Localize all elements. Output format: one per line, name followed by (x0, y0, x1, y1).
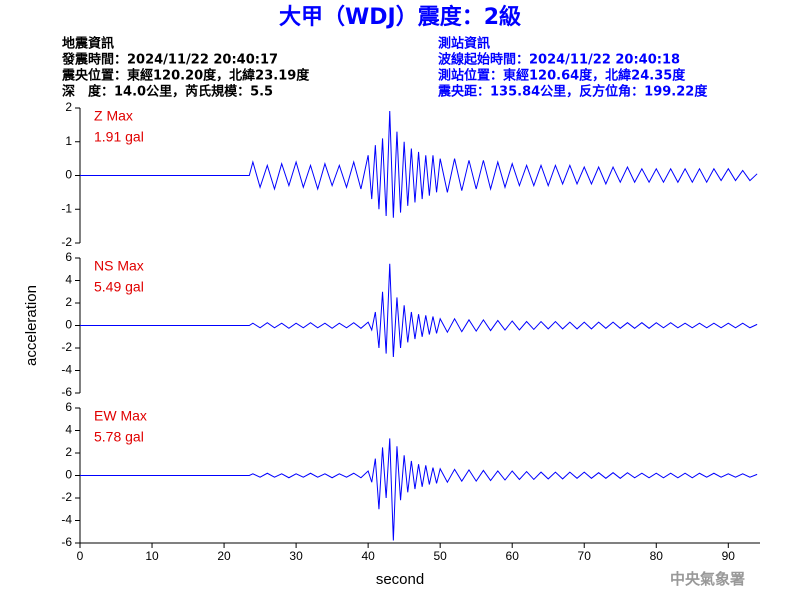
y-tick-label: 0 (65, 468, 72, 482)
x-tick-label: 10 (145, 549, 159, 563)
y-tick-label: -2 (61, 340, 72, 354)
info-line: 測站位置：東經120.64度，北緯24.35度 (438, 68, 686, 84)
x-tick-label: 40 (361, 549, 375, 563)
x-tick-label: 70 (578, 549, 592, 563)
info-line: 地震資訊 (62, 36, 114, 52)
y-tick-label: 2 (65, 100, 72, 114)
x-tick-label: 0 (77, 549, 84, 563)
y-tick-label: 4 (65, 273, 72, 287)
footer: 中央氣象署 (670, 570, 745, 588)
y-tick-label: -2 (61, 490, 72, 504)
x-tick-label: 90 (722, 549, 736, 563)
y-tick-label: 2 (65, 445, 72, 459)
y-tick-label: -2 (61, 235, 72, 249)
annotation: Z Max (94, 108, 133, 124)
x-tick-label: 80 (650, 549, 664, 563)
y-axis-label: acceleration (23, 285, 40, 366)
x-axis-label: second (376, 571, 424, 588)
x-tick-label: 60 (506, 549, 520, 563)
annotation: NS Max (94, 258, 144, 274)
x-tick-label: 30 (289, 549, 303, 563)
x-tick-label: 50 (433, 549, 447, 563)
y-tick-label: -4 (61, 513, 72, 527)
annotation: 1.91 gal (94, 129, 144, 145)
waveform (80, 111, 758, 218)
x-tick-label: 20 (217, 549, 231, 563)
info-line: 深 度：14.0公里，芮氏規模：5.5 (62, 84, 273, 100)
y-tick-label: 1 (65, 134, 72, 148)
info-line: 測站資訊 (438, 36, 490, 52)
info-line: 震央位置：東經120.20度，北緯23.19度 (61, 68, 310, 84)
y-tick-label: 6 (65, 250, 72, 264)
annotation: EW Max (94, 408, 147, 424)
y-tick-label: 0 (65, 318, 72, 332)
chart-title: 大甲（WDJ）震度：2級 (279, 4, 521, 30)
info-line: 震央距：135.84公里，反方位角：199.22度 (437, 84, 708, 100)
y-tick-label: 0 (65, 168, 72, 182)
waveform (80, 438, 758, 541)
y-tick-label: 2 (65, 295, 72, 309)
waveform (80, 263, 758, 358)
info-line: 發震時間：2024/11/22 20:40:17 (61, 52, 278, 68)
y-tick-label: 4 (65, 423, 72, 437)
y-tick-label: -6 (61, 535, 72, 549)
annotation: 5.78 gal (94, 429, 144, 445)
y-tick-label: -6 (61, 385, 72, 399)
y-tick-label: -4 (61, 363, 72, 377)
y-tick-label: -1 (61, 201, 72, 215)
y-tick-label: 6 (65, 400, 72, 414)
info-line: 波線起始時間：2024/11/22 20:40:18 (438, 52, 680, 68)
annotation: 5.49 gal (94, 279, 144, 295)
